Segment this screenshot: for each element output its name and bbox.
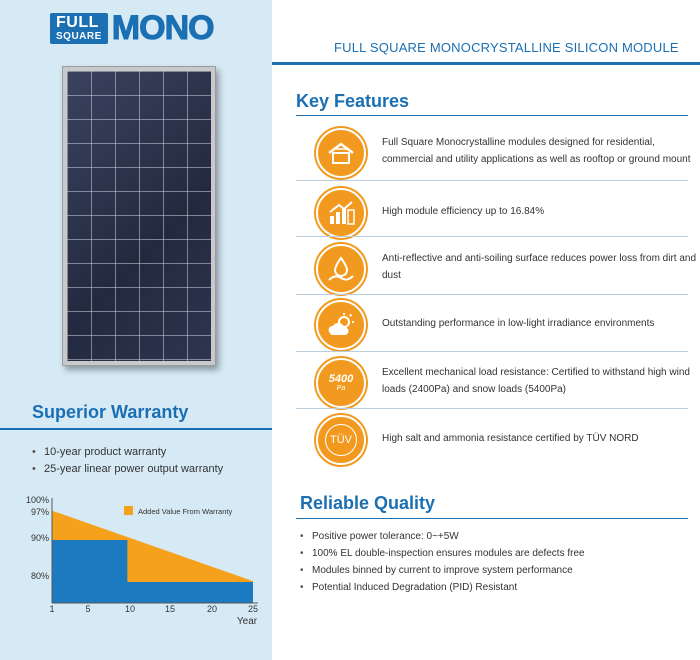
right-column: FULL SQUARE MONOCRYSTALLINE SILICON MODU… xyxy=(272,0,700,660)
warranty-bullet: 10-year product warranty xyxy=(32,444,223,461)
module-title-rule xyxy=(272,62,700,65)
warranty-divider xyxy=(0,428,272,430)
brand-logo: FULL SQUARE MONO xyxy=(50,9,215,47)
standard-warranty-area xyxy=(52,540,253,603)
key-features-title: Key Features xyxy=(296,91,410,111)
x-tick-label: 15 xyxy=(165,604,175,614)
x-axis-label: Year xyxy=(237,616,258,627)
warranty-chart: 100% 97% 90% 80% 1 5 10 15 20 25 Year Ad… xyxy=(26,495,258,627)
y-tick-label: 80% xyxy=(31,571,49,581)
feature-divider xyxy=(296,294,688,295)
feature-text: High salt and ammonia resistance certifi… xyxy=(382,432,639,444)
reliable-quality-title: Reliable Quality xyxy=(300,493,436,513)
warranty-list: 10-year product warranty 25-year linear … xyxy=(32,444,223,478)
solar-panel-image xyxy=(62,66,216,366)
warranty-title: Superior Warranty xyxy=(32,402,189,422)
y-tick-label: 90% xyxy=(31,533,49,543)
quality-bullet: 100% EL double-inspection ensures module… xyxy=(300,545,585,562)
x-tick-label: 20 xyxy=(207,604,217,614)
efficiency-chart-icon xyxy=(316,188,366,238)
reliable-quality-rule xyxy=(296,518,688,519)
tuv-icon-text: TÜV xyxy=(325,424,357,456)
warranty-bullet: 25-year linear power output warranty xyxy=(32,461,223,478)
feature-divider xyxy=(296,408,688,409)
x-tick-label: 10 xyxy=(125,604,135,614)
logo-full-text: FULL xyxy=(56,13,99,31)
legend-swatch xyxy=(124,506,133,515)
solar-panel-cells xyxy=(67,71,211,361)
pressure-gauge-icon: 5400 Pa xyxy=(316,358,366,408)
feature-divider xyxy=(296,351,688,352)
gauge-value-text: 5400 xyxy=(328,373,354,385)
tuv-icon: TÜV xyxy=(316,415,366,465)
x-tick-label: 5 xyxy=(85,604,90,614)
feature-item: Outstanding performance in low-light irr… xyxy=(296,294,700,352)
quality-bullet: Potential Induced Degradation (PID) Resi… xyxy=(300,579,585,596)
reliable-quality-list: Positive power tolerance: 0~+5W 100% EL … xyxy=(300,528,585,596)
logo-mono-text: MONO xyxy=(111,9,215,47)
quality-bullet: Positive power tolerance: 0~+5W xyxy=(300,528,585,545)
feature-text: Full Square Monocrystalline modules desi… xyxy=(382,137,691,165)
feature-divider xyxy=(296,236,688,237)
key-features-rule xyxy=(296,115,688,116)
house-icon xyxy=(316,128,366,178)
feature-item: High module efficiency up to 16.84% xyxy=(296,182,700,240)
legend-label: Added Value From Warranty xyxy=(138,507,232,516)
logo-box: FULL SQUARE xyxy=(50,12,108,44)
sun-cloud-icon xyxy=(316,300,366,350)
feature-text: High module efficiency up to 16.84% xyxy=(382,205,545,217)
feature-text: Anti-reflective and anti-soiling surface… xyxy=(382,253,697,281)
feature-item: Full Square Monocrystalline modules desi… xyxy=(296,122,700,180)
gauge-unit-text: Pa xyxy=(336,385,346,392)
feature-item: Anti-reflective and anti-soiling surface… xyxy=(296,238,700,296)
feature-text: Excellent mechanical load resistance: Ce… xyxy=(382,367,690,395)
feature-item: 5400 Pa Excellent mechanical load resist… xyxy=(296,352,700,410)
quality-bullet: Modules binned by current to improve sys… xyxy=(300,562,585,579)
y-tick-label: 100% xyxy=(26,495,49,505)
logo-square-text: SQUARE xyxy=(56,30,102,42)
feature-item: TÜV High salt and ammonia resistance cer… xyxy=(296,409,700,467)
x-tick-label: 1 xyxy=(49,604,54,614)
left-column: FULL SQUARE MONO Superior Warranty 10-ye… xyxy=(0,0,272,660)
droplet-icon xyxy=(316,244,366,294)
feature-text: Outstanding performance in low-light irr… xyxy=(382,317,655,329)
module-title: FULL SQUARE MONOCRYSTALLINE SILICON MODU… xyxy=(334,40,679,55)
y-tick-label: 97% xyxy=(31,507,49,517)
x-tick-label: 25 xyxy=(248,604,258,614)
feature-divider xyxy=(296,180,688,181)
